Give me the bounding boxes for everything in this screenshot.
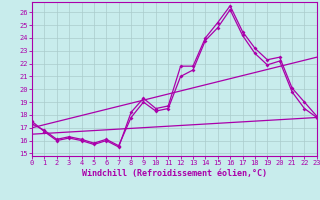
X-axis label: Windchill (Refroidissement éolien,°C): Windchill (Refroidissement éolien,°C) <box>82 169 267 178</box>
